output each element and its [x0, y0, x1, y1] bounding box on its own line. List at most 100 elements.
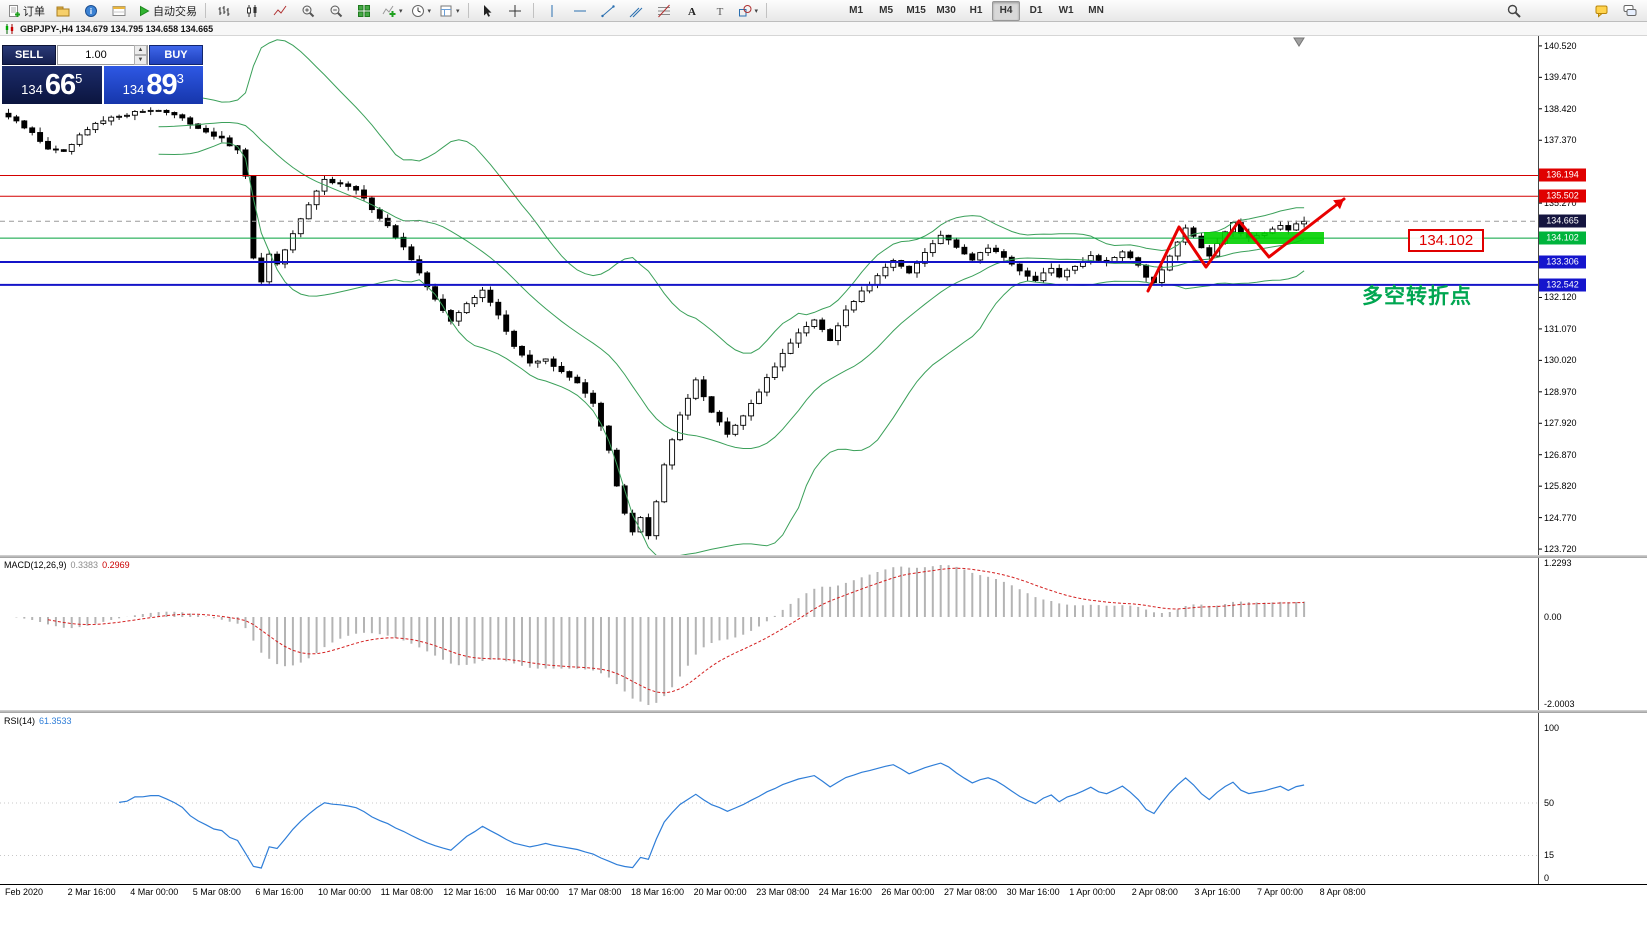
panel-splitter-rsi[interactable]	[0, 710, 1647, 713]
community-button[interactable]	[1589, 1, 1615, 21]
price-tag: 132.542	[1539, 278, 1586, 292]
indicators-icon	[382, 4, 396, 18]
price-axis-label: 130.020	[1544, 355, 1577, 366]
price-axis-label: 140.520	[1544, 40, 1577, 51]
sell-price-display[interactable]: 134 66 5	[2, 66, 102, 104]
buy-price-display[interactable]: 134 89 3	[103, 66, 203, 104]
time-axis-label: 23 Mar 08:00	[756, 887, 810, 897]
price-annotation-box[interactable]: 134.102	[1408, 229, 1485, 252]
time-axis-label: 16 Mar 00:00	[505, 887, 559, 897]
cursor-button[interactable]	[474, 1, 500, 21]
channel-icon	[629, 4, 643, 18]
chart-shift-marker-icon[interactable]	[1293, 37, 1305, 47]
timeframe-m1[interactable]: M1	[842, 1, 870, 21]
button-label: 自动交易	[153, 5, 197, 18]
chat-button[interactable]	[1617, 1, 1643, 21]
time-axis-label: Feb 2020	[5, 887, 44, 897]
toolbar-separator	[766, 3, 768, 18]
time-axis-label: 7 Apr 00:00	[1257, 887, 1304, 897]
macd-name: MACD(12,26,9)	[4, 560, 67, 570]
price-tag: 134.665	[1539, 214, 1586, 228]
trendline-button[interactable]	[595, 1, 621, 21]
dropdown-caret-icon: ▾	[754, 7, 759, 15]
sell-button[interactable]: SELL	[2, 45, 56, 65]
volume-down-button[interactable]: ▼	[134, 55, 147, 65]
buy-price-sup: 3	[176, 71, 184, 86]
time-axis-label: 24 Mar 16:00	[818, 887, 872, 897]
label-icon: T	[713, 4, 727, 18]
price-tag: 133.306	[1539, 255, 1586, 269]
turning-point-label[interactable]: 多空转折点	[1362, 285, 1472, 308]
time-axis-label: 4 Mar 00:00	[130, 887, 179, 897]
horizontal-line-button[interactable]	[567, 1, 593, 21]
timeframe-m5[interactable]: M5	[872, 1, 900, 21]
text-button[interactable]: A	[679, 1, 705, 21]
rsi-axis-label: 15	[1544, 850, 1555, 860]
buy-price-big: 89	[146, 68, 177, 101]
crosshair-button[interactable]	[502, 1, 528, 21]
data-window-button[interactable]: i	[78, 1, 104, 21]
macd-histogram	[15, 565, 1306, 705]
time-axis-label: 5 Mar 08:00	[192, 887, 241, 897]
timeframe-m30[interactable]: M30	[932, 1, 960, 21]
dropdown-caret-icon: ▾	[427, 7, 432, 15]
button-label: H1	[969, 5, 983, 16]
search-button[interactable]	[1501, 1, 1527, 21]
trend-arrowhead	[1333, 199, 1344, 210]
vline-icon	[545, 4, 559, 18]
time-axis-label: 27 Mar 08:00	[944, 887, 998, 897]
new-order-button[interactable]: 订单	[4, 1, 48, 21]
templates-button[interactable]: ▾	[436, 1, 463, 21]
profiles-icon	[56, 4, 70, 18]
button-label: M30	[936, 5, 956, 16]
timeframe-m15[interactable]: M15	[902, 1, 930, 21]
price-axis-label: 127.920	[1544, 418, 1577, 429]
button-label: H4	[999, 5, 1013, 16]
rsi-name: RSI(14)	[4, 716, 36, 726]
indicators-button[interactable]: ▾	[379, 1, 406, 21]
timeframe-mn[interactable]: MN	[1082, 1, 1110, 21]
rsi-value: 61.3533	[39, 716, 72, 726]
trendline-icon	[600, 4, 615, 18]
chart-title-bar: GBPJPY-,H4 134.679 134.795 134.658 134.6…	[0, 22, 1647, 36]
zoom-out-button[interactable]	[323, 1, 349, 21]
timeframe-h4[interactable]: H4	[992, 0, 1021, 21]
buy-button[interactable]: BUY	[149, 45, 203, 65]
price-axis-label: 132.120	[1544, 292, 1577, 303]
periods-button[interactable]: ▾	[408, 1, 435, 21]
timeframe-w1[interactable]: W1	[1052, 1, 1080, 21]
time-axis-label: 26 Mar 00:00	[881, 887, 935, 897]
shapes-button[interactable]: ▾	[735, 1, 762, 21]
charts-profile-button[interactable]	[50, 1, 76, 21]
vertical-line-button[interactable]	[539, 1, 565, 21]
zoom-in-button[interactable]	[295, 1, 321, 21]
time-axis-label: 17 Mar 08:00	[568, 887, 622, 897]
channel-button[interactable]	[623, 1, 649, 21]
cursor-icon	[480, 4, 494, 18]
volume-stepper: ▲ ▼	[134, 45, 147, 65]
tile-windows-button[interactable]	[351, 1, 377, 21]
terminal-button[interactable]	[106, 1, 132, 21]
line-chart-button[interactable]	[267, 1, 293, 21]
fibonacci-button[interactable]	[651, 1, 677, 21]
zoom-out-icon	[329, 4, 343, 18]
price-axis-label: 138.420	[1544, 103, 1577, 114]
autotrading-button[interactable]: 自动交易	[134, 1, 200, 21]
bar-chart-button[interactable]	[211, 1, 237, 21]
price-tag: 134.102	[1539, 231, 1586, 245]
time-axis-label: 2 Mar 16:00	[67, 887, 116, 897]
button-label: MN	[1088, 5, 1104, 16]
panel-splitter-macd[interactable]	[0, 555, 1647, 558]
timeframe-d1[interactable]: D1	[1022, 1, 1050, 21]
button-label: M5	[879, 5, 894, 16]
sell-price-big: 66	[44, 68, 76, 101]
candlestick-chart-button[interactable]	[239, 1, 265, 21]
trend-arrow-drawing[interactable]	[1146, 197, 1346, 293]
volume-input[interactable]	[58, 49, 134, 61]
support-zone-rect[interactable]	[1204, 232, 1324, 244]
timeframe-h1[interactable]: H1	[962, 1, 990, 21]
label-button[interactable]: T	[707, 1, 733, 21]
volume-up-button[interactable]: ▲	[134, 45, 147, 55]
text-icon: A	[685, 4, 699, 18]
